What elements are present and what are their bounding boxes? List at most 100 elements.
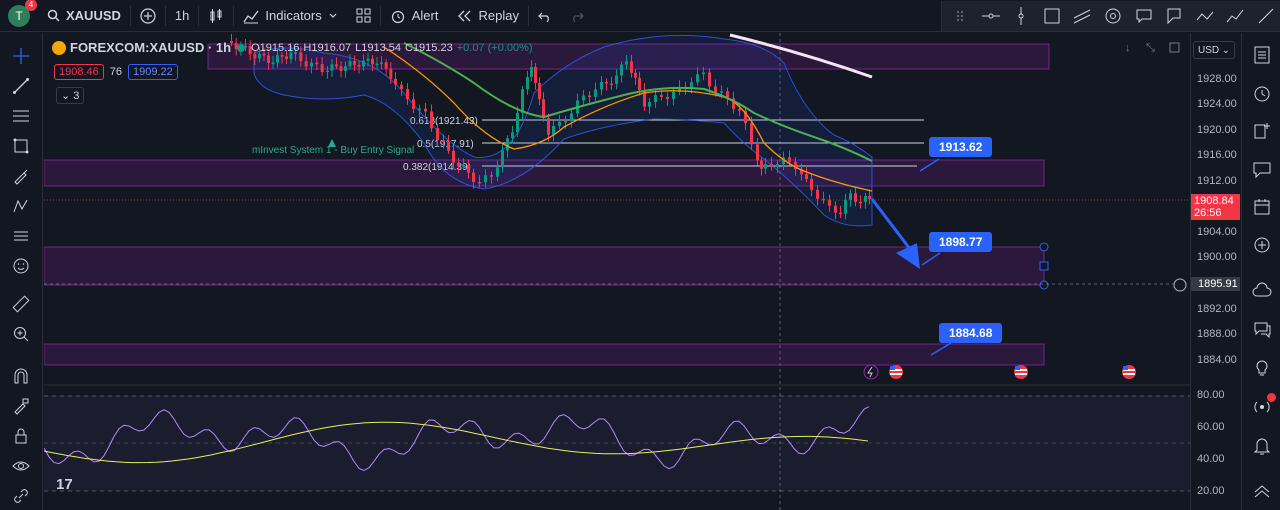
target-callout-1884[interactable]: 1884.68 [939, 323, 1003, 343]
watchlist-icon[interactable] [1248, 41, 1276, 69]
forecast-icon[interactable] [8, 223, 34, 249]
drag-handle-icon[interactable] [946, 2, 975, 30]
pane-down-icon[interactable]: ↓ [1125, 42, 1131, 54]
pencil-lock-icon[interactable] [8, 393, 34, 419]
parallel-channel-icon[interactable] [1068, 2, 1097, 30]
cloud-icon[interactable] [1248, 277, 1276, 305]
candle-body [384, 62, 388, 69]
alerts-clock-icon[interactable] [1248, 79, 1276, 107]
candle-body [467, 165, 470, 173]
broadcast-icon[interactable] [1248, 393, 1276, 421]
candle-body [844, 199, 847, 214]
candle-body [490, 175, 493, 177]
indicators-collapse-toggle[interactable]: ⌄ 3 [56, 87, 85, 104]
pane-maximize-icon[interactable]: ⤡ [1146, 42, 1155, 54]
target-zone-1884[interactable] [44, 343, 1045, 366]
zone-handle[interactable] [1039, 242, 1049, 252]
brush-icon[interactable] [8, 163, 34, 189]
chevron-up-icon[interactable] [1248, 477, 1276, 505]
candle-body [643, 89, 646, 107]
horizontal-lines-icon[interactable] [8, 103, 34, 129]
crosshair-add-icon[interactable] [1173, 278, 1187, 292]
buy-price-button[interactable]: 1909.22 [128, 64, 178, 80]
candle-body [516, 112, 519, 133]
candle-body [788, 157, 791, 162]
callout-icon[interactable] [1160, 2, 1189, 30]
path-icon[interactable] [1221, 2, 1250, 30]
magnet-icon[interactable] [8, 363, 34, 389]
candle-body [496, 167, 499, 177]
legend-change: +0.07 (+0.00%) [456, 41, 533, 54]
horizontal-line-icon[interactable] [977, 2, 1006, 30]
target-callout-1898[interactable]: 1898.77 [929, 232, 993, 252]
lock-icon[interactable] [8, 423, 34, 449]
candle-body [720, 91, 723, 93]
candle-body [436, 128, 439, 141]
target-icon[interactable] [1099, 2, 1128, 30]
alert-button[interactable]: Alert [381, 0, 448, 32]
zone-handle[interactable] [1039, 280, 1049, 290]
legend-high: H1916.07 [303, 41, 352, 54]
us-flag-event-icon[interactable] [1122, 365, 1136, 379]
compare-button[interactable] [131, 0, 165, 32]
arrow-icon[interactable] [1190, 2, 1219, 30]
price-scale[interactable]: 1928.00 1924.00 1920.00 1916.00 1912.00 … [1190, 33, 1241, 510]
undo-button[interactable] [529, 0, 561, 32]
object-tree-icon[interactable] [1248, 117, 1276, 145]
candle-body [726, 91, 729, 99]
redo-button[interactable] [561, 0, 593, 32]
user-avatar[interactable]: T 4 [8, 0, 37, 27]
chart-type-button[interactable] [199, 0, 233, 32]
candle-body [625, 61, 628, 65]
symbol-search-button[interactable]: XAUUSD [38, 0, 130, 32]
trend-line-icon[interactable] [1251, 2, 1280, 30]
candle-body [630, 61, 633, 73]
comment-icon[interactable] [1129, 2, 1158, 30]
layout-button[interactable] [347, 0, 380, 32]
candle-body [654, 95, 657, 103]
target-callout-1913[interactable]: 1913.62 [929, 137, 993, 157]
eye-icon[interactable] [8, 453, 34, 479]
price-tick: 1900.00 [1197, 251, 1237, 263]
candle-body [708, 72, 711, 87]
candle-body [849, 193, 852, 200]
notifications-bell-icon[interactable] [1248, 431, 1276, 459]
trend-line-tool-icon[interactable] [8, 73, 34, 99]
pane-fullscreen-icon[interactable] [1169, 42, 1180, 53]
calendar-icon[interactable] [1248, 193, 1276, 221]
divider [233, 5, 235, 26]
candle-body [424, 108, 427, 112]
indicators-button[interactable]: Indicators [234, 0, 346, 32]
zoom-in-icon[interactable] [8, 321, 34, 347]
crosshair-icon[interactable] [8, 43, 34, 69]
resistance-zone[interactable] [44, 159, 1045, 187]
price-chart[interactable]: 0.618(1921.43) 0.5(1917.91) 0.382(1914.3… [44, 33, 1190, 510]
link-icon[interactable] [8, 483, 34, 509]
sell-price-button[interactable]: 1908.46 [54, 64, 104, 80]
comments-icon[interactable] [1248, 315, 1276, 343]
rectangle-icon[interactable] [1038, 2, 1067, 30]
currency-label: USD [1198, 44, 1220, 56]
currency-select[interactable]: USD ⌄ [1193, 41, 1235, 59]
candle-body [262, 53, 266, 56]
lightning-event-icon[interactable] [863, 364, 879, 380]
chart-pane[interactable]: 0.618(1921.43) 0.5(1917.91) 0.382(1914.3… [44, 33, 1190, 510]
ideas-icon[interactable] [1248, 231, 1276, 259]
us-flag-event-icon[interactable] [1014, 365, 1028, 379]
supply-zone-top[interactable] [207, 43, 1050, 70]
replay-button[interactable]: Replay [447, 0, 527, 32]
chat-icon[interactable] [1248, 155, 1276, 183]
pattern-icon[interactable] [8, 193, 34, 219]
lightbulb-icon[interactable] [1248, 353, 1276, 381]
emoji-icon[interactable] [8, 253, 34, 279]
us-flag-event-icon[interactable] [889, 365, 903, 379]
legend-symbol[interactable]: FOREXCOM:XAUUSD · 1h [70, 40, 232, 55]
interval-button[interactable]: 1h [166, 0, 198, 32]
target-zone-1898[interactable] [44, 246, 1045, 286]
candle-body [271, 62, 275, 65]
ruler-icon[interactable] [8, 291, 34, 317]
shape-icon[interactable] [8, 133, 34, 159]
vertical-line-icon[interactable] [1007, 2, 1036, 30]
zone-handle[interactable] [1039, 261, 1049, 271]
candle-body [326, 70, 329, 73]
